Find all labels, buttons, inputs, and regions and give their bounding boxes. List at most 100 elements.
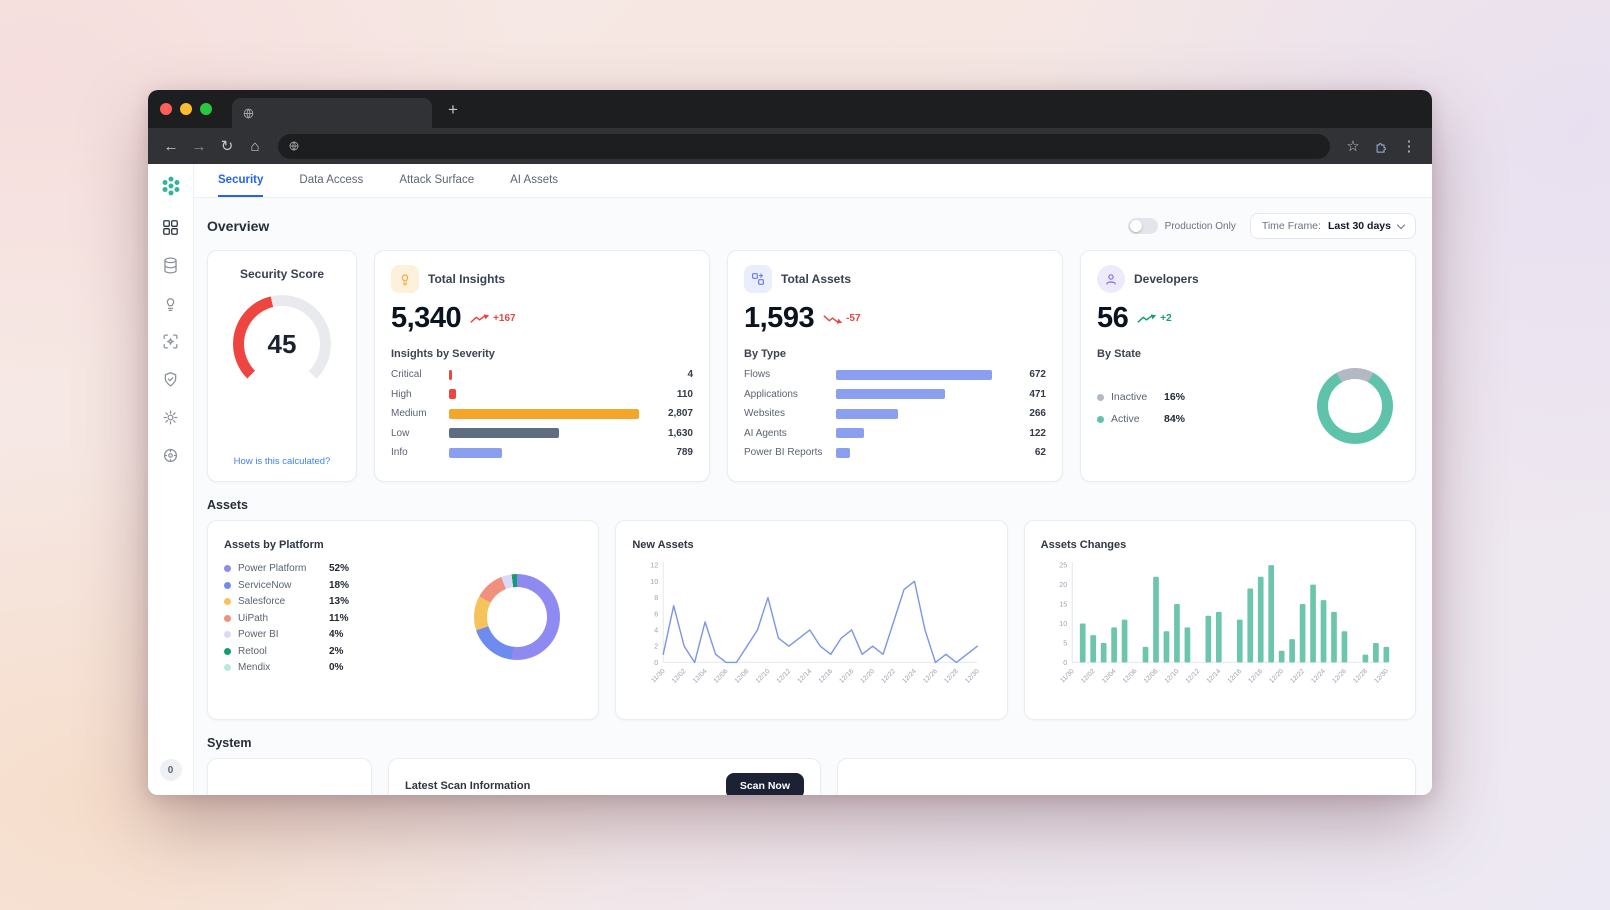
svg-text:12/24: 12/24 [1310, 668, 1327, 685]
traffic-lights [160, 103, 212, 115]
platform-legend-item: ServiceNow 18% [224, 580, 349, 591]
severity-row: High 110 [391, 388, 693, 400]
security-score-gauge: 45 [233, 295, 331, 393]
svg-text:12/08: 12/08 [734, 668, 751, 685]
svg-text:12/30: 12/30 [1373, 668, 1390, 685]
legend-dot [224, 664, 231, 671]
app-tab-bar: Security Data Access Attack Surface AI A… [194, 164, 1432, 198]
address-bar[interactable] [278, 133, 1330, 159]
dashboard-grid-icon [163, 220, 178, 235]
bookmark-star-icon[interactable]: ☆ [1346, 138, 1360, 155]
asset-type-bar [836, 428, 865, 438]
forward-icon[interactable]: → [191, 137, 207, 155]
app-tab[interactable]: Security [218, 164, 264, 197]
maximize-window-button[interactable] [200, 103, 212, 115]
sidebar-item-admin[interactable] [161, 446, 180, 465]
extensions-puzzle-icon[interactable] [1368, 133, 1394, 159]
browser-toolbar: ← → ↻ ⌂ ☆ ⋮ [148, 128, 1432, 164]
system-card-left [207, 758, 372, 795]
severity-bar [449, 447, 503, 458]
site-globe-icon [289, 141, 299, 151]
trend-up-icon [1137, 313, 1157, 323]
svg-text:25: 25 [1059, 562, 1067, 570]
app-tab[interactable]: AI Assets [510, 173, 559, 186]
total-insights-card: Total Insights 5,340 +167 Insights by Se… [374, 250, 710, 482]
page-content: Overview Production Only Time Frame: Las… [194, 198, 1432, 795]
asset-type-bar [836, 408, 898, 419]
sidebar-item-insights[interactable] [161, 294, 180, 313]
platform-legend-item: Retool 2% [224, 646, 349, 657]
back-icon[interactable]: ← [163, 137, 179, 155]
svg-text:12/16: 12/16 [818, 668, 835, 685]
ai-scan-icon [163, 334, 178, 349]
app-tab[interactable]: Data Access [299, 173, 364, 186]
scan-now-button[interactable]: Scan Now [725, 773, 804, 795]
gear-icon [163, 410, 178, 425]
svg-text:12/02: 12/02 [671, 668, 688, 685]
insights-lightbulb-icon [391, 265, 419, 293]
svg-text:12/20: 12/20 [1268, 668, 1285, 685]
svg-text:12/20: 12/20 [860, 668, 877, 685]
asset-type-row: Applications 471 [744, 388, 1046, 400]
svg-text:12/06: 12/06 [713, 668, 730, 685]
total-insights-value: 5,340 [391, 302, 462, 334]
svg-text:12/02: 12/02 [1080, 668, 1097, 685]
main-area: Security Data Access Attack Surface AI A… [194, 164, 1432, 795]
trend-down-icon [823, 314, 843, 324]
time-frame-select[interactable]: Time Frame: Last 30 days [1249, 213, 1416, 239]
production-only-toggle[interactable] [1127, 218, 1158, 234]
svg-text:12/06: 12/06 [1121, 668, 1138, 685]
home-icon[interactable]: ⌂ [250, 137, 260, 155]
svg-text:6: 6 [655, 610, 659, 618]
svg-text:12/18: 12/18 [1247, 668, 1264, 685]
svg-text:12/30: 12/30 [964, 668, 981, 685]
legend-dot [1097, 393, 1104, 401]
developers-person-icon [1097, 265, 1125, 293]
new-tab-button[interactable]: + [448, 99, 458, 119]
state-legend-item: Active 84% [1097, 413, 1185, 425]
developers-state-donut [1317, 368, 1393, 444]
platform-legend-item: Salesforce 13% [224, 596, 349, 607]
severity-row: Critical 4 [391, 369, 693, 380]
shield-check-icon [164, 372, 177, 387]
legend-dot [224, 598, 231, 605]
severity-bar [449, 408, 639, 419]
lightbulb-icon [166, 298, 175, 312]
sidebar-item-security[interactable] [161, 370, 180, 389]
app-logo [162, 176, 179, 196]
minimize-window-button[interactable] [180, 103, 192, 115]
svg-text:12: 12 [651, 562, 659, 570]
platform-legend-item: Power Platform 52% [224, 563, 349, 574]
svg-text:12/12: 12/12 [776, 668, 793, 685]
browser-window: + ← → ↻ ⌂ ☆ ⋮ [148, 90, 1432, 795]
how-calculated-link[interactable]: How is this calculated? [233, 456, 331, 467]
browser-tab[interactable] [232, 98, 432, 128]
app-tab[interactable]: Attack Surface [399, 173, 475, 186]
developers-value: 56 [1097, 302, 1129, 334]
svg-text:0: 0 [1063, 659, 1067, 667]
reload-icon[interactable]: ↻ [220, 138, 234, 155]
platform-legend-item: Power BI 4% [224, 629, 349, 640]
severity-bar [449, 369, 453, 380]
sidebar-item-dashboard[interactable] [161, 218, 180, 237]
tab-favicon-globe-icon [243, 108, 254, 119]
browser-menu-icon[interactable]: ⋮ [1401, 138, 1417, 155]
svg-text:15: 15 [1059, 601, 1067, 609]
svg-text:12/28: 12/28 [943, 668, 960, 685]
trend-up-icon [470, 313, 490, 323]
sidebar-item-data[interactable] [161, 256, 180, 275]
legend-dot [224, 647, 231, 655]
developers-card: Developers 56 +2 By State [1080, 250, 1416, 482]
assets-changes-card: Assets Changes 0 5 10 15 20 25 11/30 12/02 12/04… [1023, 520, 1416, 720]
svg-text:12/04: 12/04 [692, 668, 709, 685]
sidebar-item-settings[interactable] [161, 408, 180, 427]
close-window-button[interactable] [160, 103, 172, 115]
platform-donut [474, 574, 561, 660]
sidebar-counter-badge[interactable]: 0 [159, 759, 182, 781]
app-root: 0 Security Data Access Attack Surface AI… [148, 164, 1432, 795]
svg-text:12/28: 12/28 [1352, 668, 1369, 685]
sidebar-item-ai-assets[interactable] [161, 332, 180, 351]
legend-dot [224, 614, 231, 622]
insights-trend: +167 [470, 313, 516, 324]
asset-type-bar [836, 389, 946, 399]
